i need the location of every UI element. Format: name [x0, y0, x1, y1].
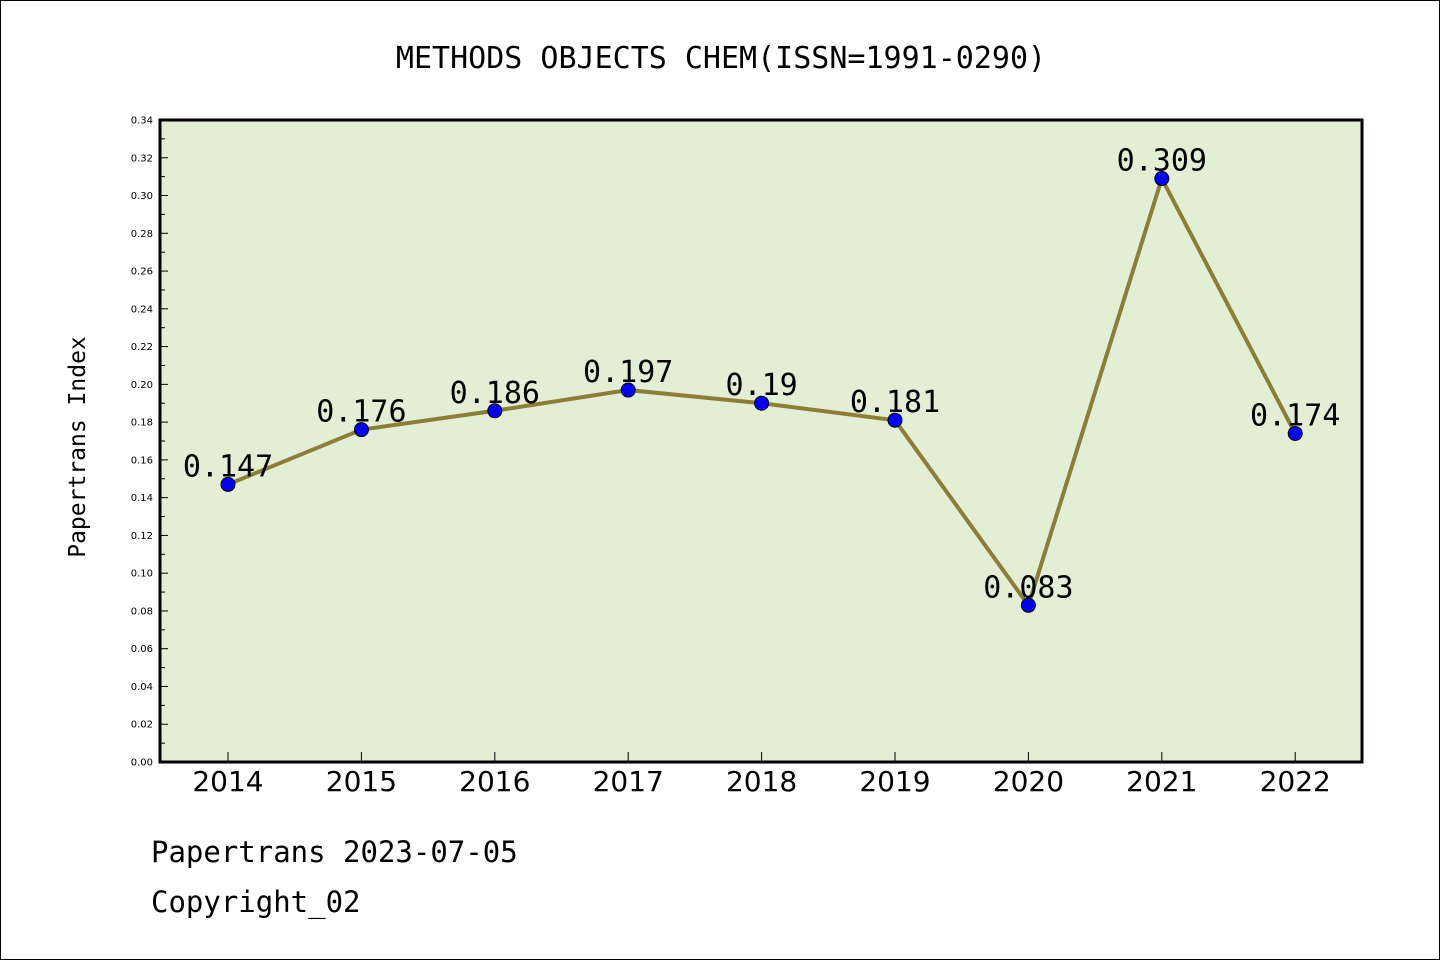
x-tick-label: 2019: [859, 765, 930, 798]
y-tick-label: 0.34: [131, 116, 153, 127]
y-tick-label: 0.24: [131, 304, 153, 315]
data-point-2021: [1154, 171, 1170, 187]
x-tick-label: 2017: [593, 765, 664, 798]
data-label-2017: 0.197: [583, 355, 673, 390]
y-tick-label: 0.22: [131, 342, 153, 353]
data-point-2014: [220, 476, 236, 492]
y-tick-label: 0.12: [131, 531, 153, 542]
plot-frame: [158, 118, 1364, 764]
x-tick-label: 2022: [1260, 765, 1331, 798]
y-tick-label: 0.28: [131, 229, 153, 240]
x-tick-label: 2015: [326, 765, 397, 798]
x-axis: 2014 2015 2016 2017 2018 2019 2020 2021 2022: [192, 752, 1331, 798]
data-point-2015: [353, 422, 369, 438]
y-tick-label: 0.20: [131, 380, 153, 391]
y-tick-label: 0.08: [131, 606, 153, 617]
data-label-2019: 0.181: [850, 385, 940, 420]
data-label-2021: 0.309: [1117, 144, 1207, 179]
data-label-2018: 0.19: [725, 368, 797, 403]
y-tick-label: 0.14: [131, 493, 153, 504]
y-tick-label: 0.02: [131, 720, 153, 731]
series-markers: [220, 171, 1303, 613]
y-tick-label: 0.06: [131, 644, 153, 655]
data-label-2022: 0.174: [1250, 398, 1340, 433]
data-point-2018: [754, 395, 770, 411]
data-label-2016: 0.186: [450, 376, 540, 411]
y-tick-label: 0.18: [131, 418, 153, 429]
x-tick-label: 2020: [993, 765, 1064, 798]
y-axis-title: Papertrans Index: [65, 336, 91, 558]
y-tick-label: 0.00: [131, 758, 153, 769]
data-label-2014: 0.147: [183, 449, 273, 484]
chart-title: METHODS OBJECTS CHEM(ISSN=1991-0290): [396, 41, 1046, 76]
x-tick-label: 2018: [726, 765, 797, 798]
data-point-2019: [887, 412, 903, 428]
data-label-2020: 0.083: [983, 570, 1073, 605]
y-tick-label: 0.04: [131, 682, 153, 693]
data-point-2016: [487, 403, 503, 419]
x-tick-label: 2021: [1126, 765, 1197, 798]
y-tick-label: 0.30: [131, 191, 153, 202]
data-point-2020: [1020, 597, 1036, 613]
data-labels: 0.147 0.176 0.186 0.197 0.19 0.181 0.083 0.309 0…: [183, 144, 1341, 606]
y-tick-label: 0.26: [131, 267, 153, 278]
footer-date-text: Papertrans 2023-07-05: [151, 835, 518, 869]
data-point-2017: [620, 382, 636, 398]
x-tick-label: 2014: [192, 765, 263, 798]
y-tick-label: 0.32: [131, 153, 153, 164]
data-label-2015: 0.176: [316, 395, 406, 430]
footer-copyright-text: Copyright_02: [151, 885, 361, 919]
y-tick-label: 0.10: [131, 569, 153, 580]
plot-area: [160, 120, 1362, 762]
y-tick-label: 0.16: [131, 455, 153, 466]
x-tick-label: 2016: [459, 765, 530, 798]
data-point-2022: [1287, 425, 1303, 441]
